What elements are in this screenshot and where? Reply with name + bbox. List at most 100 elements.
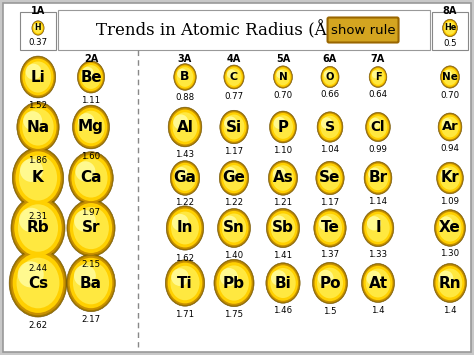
Ellipse shape bbox=[272, 165, 294, 191]
Ellipse shape bbox=[266, 208, 300, 248]
Text: 1.37: 1.37 bbox=[320, 250, 339, 260]
Ellipse shape bbox=[34, 23, 39, 29]
Ellipse shape bbox=[32, 21, 44, 35]
Ellipse shape bbox=[75, 108, 107, 146]
Text: 2.62: 2.62 bbox=[28, 321, 47, 330]
Text: Be: Be bbox=[80, 70, 102, 84]
Ellipse shape bbox=[443, 69, 457, 85]
Ellipse shape bbox=[435, 211, 465, 245]
Ellipse shape bbox=[82, 67, 94, 79]
Ellipse shape bbox=[17, 102, 59, 152]
Text: 0.77: 0.77 bbox=[224, 92, 244, 101]
Ellipse shape bbox=[74, 210, 96, 232]
Ellipse shape bbox=[227, 68, 242, 86]
Ellipse shape bbox=[269, 162, 297, 194]
Text: 1.14: 1.14 bbox=[368, 197, 388, 206]
Ellipse shape bbox=[368, 168, 381, 180]
Text: 1.22: 1.22 bbox=[175, 198, 194, 207]
Text: Mg: Mg bbox=[78, 120, 104, 135]
Ellipse shape bbox=[364, 266, 392, 300]
Text: Sr: Sr bbox=[82, 220, 100, 235]
Ellipse shape bbox=[170, 266, 200, 300]
Ellipse shape bbox=[322, 68, 338, 86]
Ellipse shape bbox=[316, 211, 344, 245]
Ellipse shape bbox=[321, 67, 338, 87]
Text: 1.21: 1.21 bbox=[273, 198, 292, 207]
Ellipse shape bbox=[435, 210, 465, 246]
Ellipse shape bbox=[436, 266, 465, 300]
Ellipse shape bbox=[442, 67, 458, 87]
Ellipse shape bbox=[268, 211, 298, 245]
Ellipse shape bbox=[318, 163, 343, 193]
Ellipse shape bbox=[367, 216, 381, 230]
Ellipse shape bbox=[214, 260, 254, 307]
Ellipse shape bbox=[268, 265, 298, 301]
Ellipse shape bbox=[268, 161, 298, 195]
Ellipse shape bbox=[441, 116, 459, 137]
Text: As: As bbox=[273, 170, 293, 186]
Ellipse shape bbox=[74, 158, 108, 197]
Ellipse shape bbox=[271, 113, 295, 141]
Ellipse shape bbox=[443, 70, 452, 78]
Text: 1.46: 1.46 bbox=[273, 306, 292, 316]
Ellipse shape bbox=[177, 69, 187, 79]
Ellipse shape bbox=[223, 165, 245, 191]
Text: Te: Te bbox=[320, 220, 339, 235]
Ellipse shape bbox=[25, 61, 51, 93]
Text: 1.09: 1.09 bbox=[440, 197, 459, 206]
Ellipse shape bbox=[362, 264, 393, 301]
Ellipse shape bbox=[216, 262, 252, 304]
Ellipse shape bbox=[13, 253, 64, 313]
Text: 1.97: 1.97 bbox=[82, 208, 100, 217]
Text: 1.75: 1.75 bbox=[224, 310, 244, 319]
Text: S: S bbox=[325, 120, 335, 134]
Ellipse shape bbox=[69, 152, 113, 204]
Ellipse shape bbox=[366, 268, 390, 297]
Ellipse shape bbox=[22, 59, 54, 95]
Ellipse shape bbox=[222, 213, 246, 242]
Ellipse shape bbox=[14, 200, 62, 256]
Ellipse shape bbox=[11, 196, 65, 260]
Ellipse shape bbox=[438, 268, 462, 297]
Text: Kr: Kr bbox=[441, 170, 459, 186]
Ellipse shape bbox=[315, 265, 346, 301]
Ellipse shape bbox=[73, 207, 109, 249]
Ellipse shape bbox=[70, 153, 112, 203]
Ellipse shape bbox=[220, 268, 238, 286]
Ellipse shape bbox=[319, 165, 340, 190]
Ellipse shape bbox=[270, 112, 296, 142]
Text: 2.31: 2.31 bbox=[28, 212, 47, 221]
Ellipse shape bbox=[170, 161, 200, 195]
Ellipse shape bbox=[364, 212, 392, 244]
Ellipse shape bbox=[174, 64, 196, 90]
FancyBboxPatch shape bbox=[58, 10, 430, 50]
Ellipse shape bbox=[219, 209, 250, 246]
Ellipse shape bbox=[434, 264, 465, 301]
Text: 0.88: 0.88 bbox=[175, 93, 194, 102]
FancyBboxPatch shape bbox=[328, 17, 399, 43]
Ellipse shape bbox=[11, 251, 65, 315]
Ellipse shape bbox=[365, 113, 391, 142]
Text: Trends in Atomic Radius (Å): Trends in Atomic Radius (Å) bbox=[96, 21, 333, 39]
Text: Sb: Sb bbox=[272, 220, 294, 235]
Text: Ca: Ca bbox=[80, 170, 102, 186]
Ellipse shape bbox=[70, 258, 112, 308]
Ellipse shape bbox=[445, 22, 456, 34]
Text: At: At bbox=[368, 275, 388, 290]
Ellipse shape bbox=[173, 114, 188, 130]
Text: Al: Al bbox=[176, 120, 193, 135]
Text: show rule: show rule bbox=[331, 23, 395, 37]
Text: Ne: Ne bbox=[442, 72, 458, 82]
Ellipse shape bbox=[317, 268, 343, 298]
Ellipse shape bbox=[316, 161, 344, 195]
Ellipse shape bbox=[169, 108, 201, 146]
Ellipse shape bbox=[319, 216, 333, 230]
Ellipse shape bbox=[368, 166, 388, 190]
Ellipse shape bbox=[267, 209, 299, 247]
Ellipse shape bbox=[79, 63, 103, 91]
Text: Na: Na bbox=[27, 120, 50, 135]
Ellipse shape bbox=[32, 21, 44, 35]
Text: Ti: Ti bbox=[177, 275, 193, 290]
Ellipse shape bbox=[314, 209, 346, 247]
Text: B: B bbox=[180, 71, 190, 83]
